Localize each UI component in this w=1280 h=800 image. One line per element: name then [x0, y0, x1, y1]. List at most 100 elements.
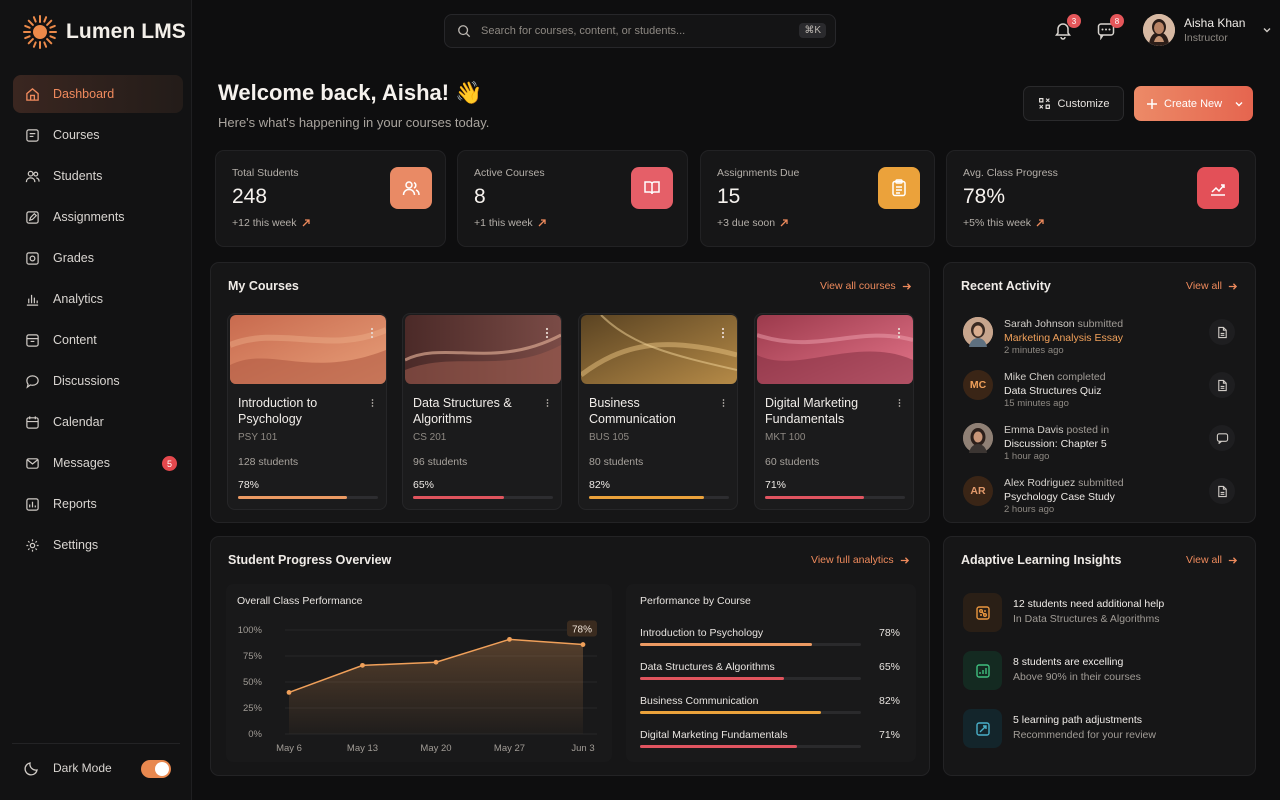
more-vertical-icon[interactable] [546, 397, 549, 409]
mail-icon [24, 455, 40, 471]
recent-activity-title: Recent Activity [961, 279, 1051, 293]
stat-card-avg-progress[interactable]: Avg. Class Progress 78% +5% this week [946, 150, 1256, 247]
dark-mode-toggle[interactable] [141, 760, 171, 778]
create-new-button[interactable]: Create New [1134, 86, 1253, 121]
search-bar[interactable]: ⌘K [444, 14, 836, 48]
course-name: Introduction to Psychology [238, 396, 318, 426]
recent-activity-panel [943, 262, 1256, 523]
activity-item[interactable]: Emma Davis posted in Discussion: Chapter… [963, 421, 1243, 469]
app-name: Lumen LMS [66, 20, 186, 43]
course-progress-bar [589, 496, 729, 499]
more-vertical-icon[interactable] [721, 327, 725, 339]
insight-item[interactable]: 12 students need additional help In Data… [963, 593, 1245, 635]
app-logo[interactable]: Lumen LMS [22, 14, 186, 50]
activity-target[interactable]: Psychology Case Study [1004, 491, 1115, 503]
user-role: Instructor [1184, 32, 1228, 44]
sidebar-item-assignments[interactable]: Assignments [13, 198, 183, 236]
insight-item[interactable]: 5 learning path adjustments Recommended … [963, 709, 1245, 751]
view-full-analytics-link[interactable]: View full analytics [811, 554, 910, 566]
page-subtitle: Here's what's happening in your courses … [218, 115, 490, 130]
sidebar-item-students[interactable]: Students [13, 157, 183, 195]
book-icon [24, 127, 40, 143]
more-vertical-icon[interactable] [722, 397, 725, 409]
sidebar-item-settings[interactable]: Settings [13, 526, 183, 564]
activity-verb: submitted [1077, 318, 1124, 330]
activity-target[interactable]: Discussion: Chapter 5 [1004, 438, 1107, 450]
data-point [507, 636, 512, 642]
activity-user: Sarah Johnson [1004, 318, 1075, 330]
path-adjust-icon [963, 709, 1002, 748]
stat-card-active-courses[interactable]: Active Courses 8 +1 this week [457, 150, 688, 247]
more-vertical-icon[interactable] [898, 397, 901, 409]
sidebar-item-label: Assignments [53, 210, 125, 224]
sidebar: Lumen LMS Dashboard Courses Students Ass… [0, 0, 192, 800]
activity-text: Mike Chen completed [1004, 371, 1106, 383]
sidebar-item-courses[interactable]: Courses [13, 116, 183, 154]
course-card[interactable]: Digital Marketing Fundamentals MKT 100 6… [754, 313, 914, 510]
sidebar-item-dashboard[interactable]: Dashboard [13, 75, 183, 113]
course-name: Digital Marketing Fundamentals [640, 729, 788, 741]
document-icon[interactable] [1209, 372, 1235, 398]
user-menu[interactable]: Aisha Khan Instructor [1143, 14, 1272, 46]
stat-card-total-students[interactable]: Total Students 248 +12 this week [215, 150, 446, 247]
sidebar-item-calendar[interactable]: Calendar [13, 403, 183, 441]
link-label: View all courses [820, 280, 896, 292]
insights-title: Adaptive Learning Insights [961, 553, 1122, 567]
activity-verb: submitted [1078, 477, 1124, 489]
messages-button[interactable]: 8 [1096, 14, 1124, 42]
bar-chart-icon [24, 291, 40, 307]
sidebar-item-messages[interactable]: Messages 5 [13, 444, 183, 482]
view-all-insights-link[interactable]: View all [1186, 554, 1238, 566]
sidebar-item-grades[interactable]: Grades [13, 239, 183, 277]
document-icon[interactable] [1209, 478, 1235, 504]
link-label: View all [1186, 280, 1222, 292]
course-card[interactable]: Data Structures & Algorithms CS 201 96 s… [402, 313, 562, 510]
sidebar-item-analytics[interactable]: Analytics [13, 280, 183, 318]
sidebar-item-reports[interactable]: Reports [13, 485, 183, 523]
more-vertical-icon[interactable] [370, 327, 374, 339]
link-label: View full analytics [811, 554, 894, 566]
more-vertical-icon[interactable] [897, 327, 901, 339]
activity-item[interactable]: Sarah Johnson submitted Marketing Analys… [963, 315, 1243, 363]
comment-icon[interactable] [1209, 425, 1235, 451]
view-all-activity-link[interactable]: View all [1186, 280, 1238, 292]
messages-badge: 8 [1110, 14, 1124, 28]
activity-target-link[interactable]: Marketing Analysis Essay [1004, 332, 1124, 344]
user-name: Aisha Khan [1184, 16, 1246, 30]
customize-icon [1038, 98, 1050, 109]
sidebar-item-label: Students [53, 169, 103, 183]
performance-line-chart: 100% 75% 50% 25% 0% May 6 May 13 May 20 May 27 Ju… [238, 620, 597, 754]
activity-item[interactable]: MC Mike Chen completed Data Structures Q… [963, 368, 1243, 416]
activity-item[interactable]: AR Alex Rodriguez submitted Psychology C… [963, 474, 1243, 522]
course-card[interactable]: Business Communication BUS 105 80 studen… [578, 313, 738, 510]
avatar [963, 317, 993, 347]
activity-user: Emma Davis [1004, 424, 1064, 436]
course-students: 96 students [413, 456, 468, 468]
stat-change-text: +12 this week [232, 217, 297, 229]
course-progress-bar [413, 496, 553, 499]
stat-change: +3 due soon [717, 217, 789, 229]
sidebar-item-content[interactable]: Content [13, 321, 183, 359]
page-title: Welcome back, Aisha! 👋 [218, 80, 483, 105]
course-card[interactable]: Introduction to Psychology PSY 101 128 s… [227, 313, 387, 510]
activity-target[interactable]: Data Structures Quiz [1004, 385, 1102, 397]
sidebar-item-label: Grades [53, 251, 94, 265]
bar-fill [640, 745, 797, 748]
messages-badge: 5 [162, 456, 177, 471]
activity-time: 1 hour ago [1004, 451, 1050, 462]
more-vertical-icon[interactable] [371, 397, 374, 409]
course-performance-bar [640, 643, 861, 646]
search-input[interactable] [481, 25, 781, 37]
course-thumbnail [405, 315, 561, 384]
data-point [433, 659, 439, 665]
x-tick-label: May 13 [347, 743, 378, 754]
more-vertical-icon[interactable] [545, 327, 549, 339]
customize-button[interactable]: Customize [1023, 86, 1124, 121]
data-point [286, 690, 292, 695]
notifications-button[interactable]: 3 [1053, 14, 1081, 42]
document-icon[interactable] [1209, 319, 1235, 345]
insight-item[interactable]: 8 students are excelling Above 90% in th… [963, 651, 1245, 693]
stat-card-assignments-due[interactable]: Assignments Due 15 +3 due soon [700, 150, 935, 247]
sidebar-item-discussions[interactable]: Discussions [13, 362, 183, 400]
view-all-courses-link[interactable]: View all courses [820, 280, 912, 292]
